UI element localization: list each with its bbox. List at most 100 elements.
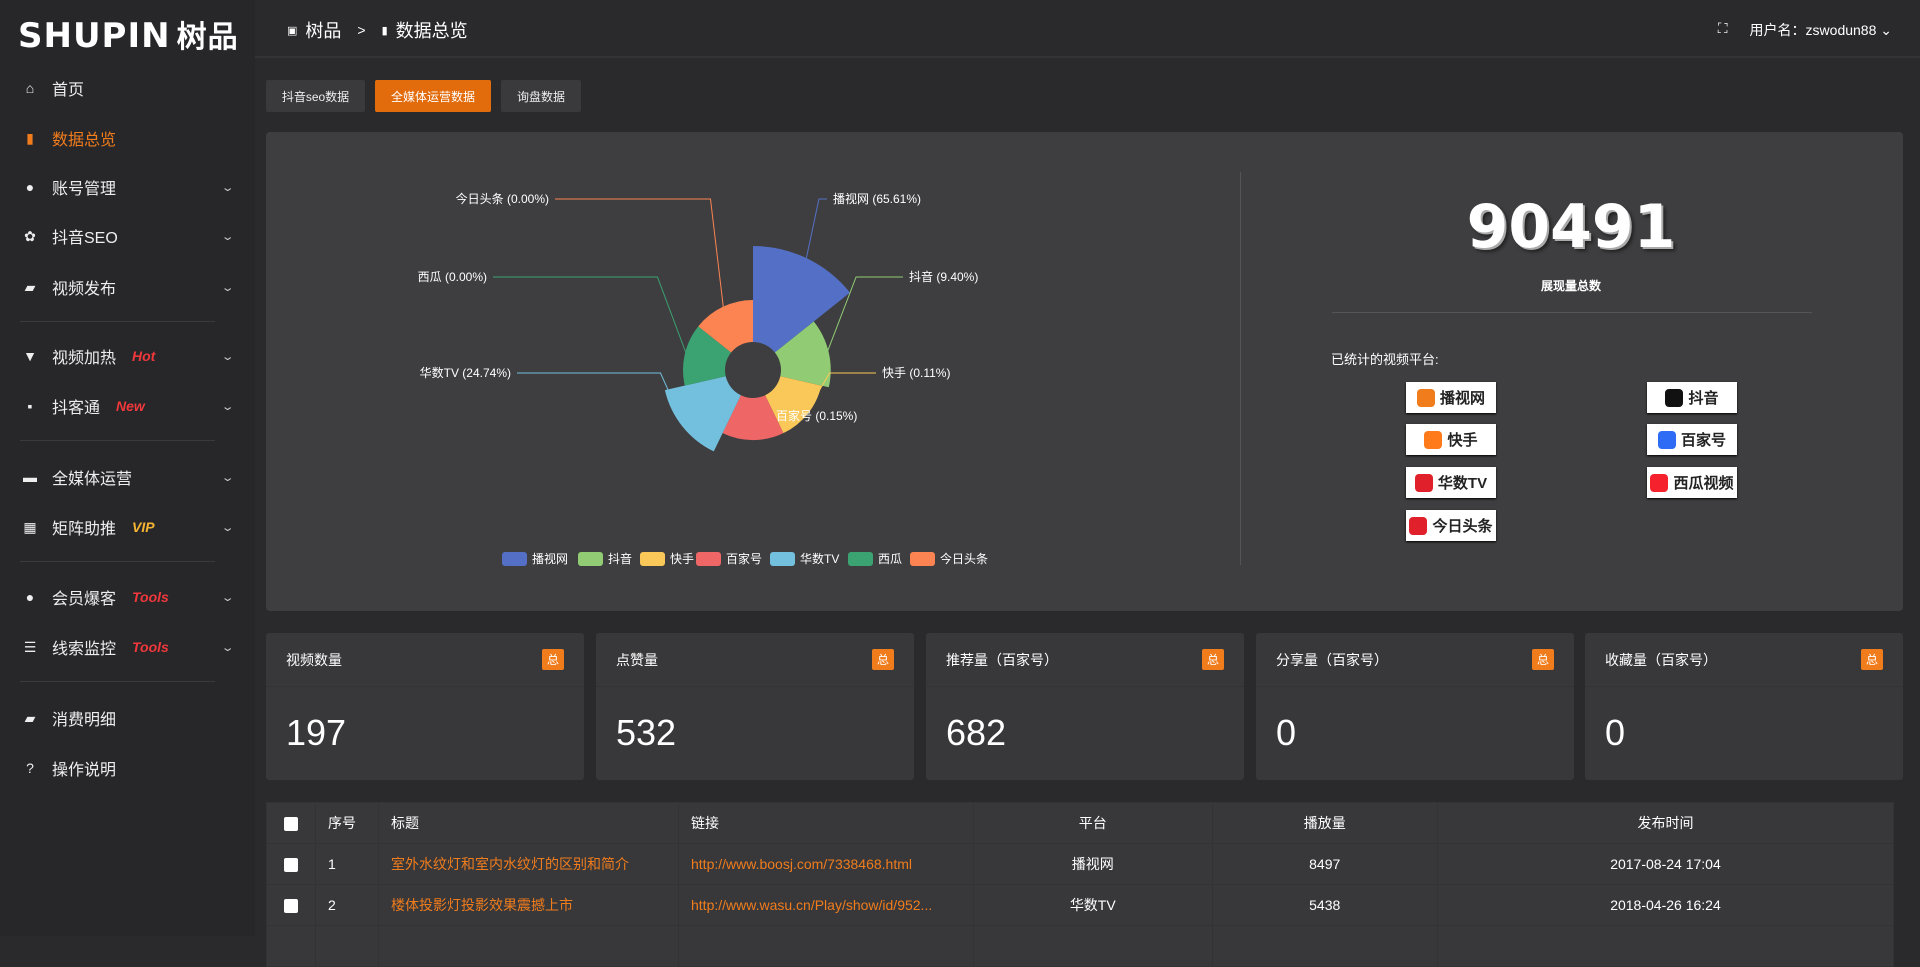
logo-cn: 树品 [176,20,239,55]
sidebar-item-8[interactable]: ▦ 矩阵助推 VIP ⌄ [22,512,235,542]
chevron-down-icon[interactable]: ⌄ [220,350,235,363]
platform-logo-icon [1657,430,1676,449]
sidebar-divider [20,321,215,322]
legend-swatch[interactable] [640,552,665,566]
sidebar-item-label: 首页 [52,82,85,99]
platform-logo-icon [1424,430,1443,449]
legend-swatch[interactable] [910,552,935,566]
legend-label[interactable]: 百家号 [726,551,762,566]
row-date: 2017-08-24 17:04 [1436,843,1895,885]
desktop-icon: ▬ [23,469,37,485]
platforms-title: 已统计的视频平台: [1331,352,1439,367]
sidebar-item-0[interactable]: ⌂ 首页 [22,73,232,103]
sidebar-item-9[interactable]: ● 会员爆客 Tools ⌄ [22,582,235,612]
legend-label[interactable]: 西瓜 [878,552,902,566]
chart-icon: ▣ [287,24,298,37]
row-link[interactable]: http://www.wasu.cn/Play/show/id/952... [678,884,974,926]
breadcrumb-current: 数据总览 [395,21,468,41]
chevron-down-icon[interactable]: ⌄ [220,281,235,294]
pie-label: 抖音 (9.40%) [909,269,978,284]
legend-swatch[interactable] [770,552,795,566]
sidebar-badge: Tools [132,589,169,605]
chevron-down-icon: ⌄ [1880,22,1892,38]
row-checkbox[interactable] [284,858,298,873]
stat-value: 682 [946,712,1007,753]
legend-swatch[interactable] [578,552,603,566]
legend-label[interactable]: 快手 [670,552,694,566]
tab-inquiry[interactable]: 询盘数据 [501,80,581,112]
pie-slice[interactable] [753,246,850,353]
sidebar-item-3[interactable]: ✿ 抖音SEO ⌄ [22,221,235,251]
platform-logo: 抖音 [1647,382,1737,413]
logo-text: SHUPIN [18,16,171,56]
platform-logo-text: 快手 [1447,432,1478,449]
platform-logo-icon [1650,473,1669,492]
sidebar-item-1[interactable]: ▮ 数据总览 [22,123,232,153]
select-all-checkbox[interactable] [284,817,298,832]
pie-slice[interactable] [774,321,831,388]
logo[interactable]: SHUPIN 树品 [18,12,239,56]
sliders-icon: ☰ [23,638,37,655]
stat-card: 视频数量 总 197 [266,633,584,780]
table-row[interactable]: 1 室外水纹灯和室内水纹灯的区别和简介 http://www.boosj.com… [266,843,1895,885]
breadcrumb: ▣ 树品 > ▮ 数据总览 [287,17,468,43]
table-row[interactable]: 2 楼体投影灯投影效果震撼上市 http://www.wasu.cn/Play/… [266,884,1895,926]
legend-swatch[interactable] [848,552,873,566]
sidebar-divider [20,561,215,562]
row-platform: 华数TV [973,884,1213,926]
row-title[interactable]: 室外水纹灯和室内水纹灯的区别和简介 [378,843,679,885]
pie-slice[interactable] [664,376,741,452]
sidebar-item-12[interactable]: ? 操作说明 [22,753,232,783]
table-header: 序号 标题 链接 平台 播放量 发布时间 [266,802,1895,844]
chevron-down-icon[interactable]: ⌄ [220,181,235,194]
platform-logo: 西瓜视频 [1647,467,1737,498]
wallet-icon: ▰ [24,709,36,726]
pie-label: 快手 (0.11%) [882,366,950,380]
sidebar-item-5[interactable]: ▼ 视频加热 Hot ⌄ [22,341,235,371]
col-date: 发布时间 [1436,802,1895,844]
platform-logo: 今日头条 [1406,510,1496,541]
sidebar-item-11[interactable]: ▰ 消费明细 [22,703,232,733]
legend-label[interactable]: 播视网 [532,551,568,566]
col-title: 标题 [378,802,679,844]
legend-swatch[interactable] [696,552,721,566]
legend-swatch[interactable] [502,552,527,566]
row-link[interactable]: http://www.boosj.com/7338468.html [678,843,974,885]
user-menu[interactable]: 用户名：zswodun88 ⌄ [1750,20,1892,40]
legend-label[interactable]: 今日头条 [940,551,988,566]
pie-slice[interactable] [765,376,822,434]
chevron-down-icon[interactable]: ⌄ [220,400,235,413]
sidebar-item-7[interactable]: ▬ 全媒体运营 ⌄ [22,462,235,492]
sidebar-item-label: 操作说明 [52,762,117,779]
tab-douyin-seo[interactable]: 抖音seo数据 [266,80,365,112]
chevron-down-icon[interactable]: ⌄ [220,471,235,484]
fullscreen-icon[interactable]: ⛶ [1717,20,1728,36]
chevron-down-icon[interactable]: ⌄ [220,521,235,534]
sidebar-item-10[interactable]: ☰ 线索监控 Tools ⌄ [22,632,235,662]
row-title[interactable]: 楼体投影灯投影效果震撼上市 [378,884,679,926]
sidebar-item-4[interactable]: ▰ 视频发布 ⌄ [22,272,235,302]
stat-card: 推荐量（百家号） 总 682 [926,633,1244,780]
breadcrumb-home[interactable]: 树品 [305,21,342,41]
pie-slice[interactable] [683,326,732,386]
sidebar-badge: New [116,398,145,414]
pie-slice[interactable] [698,300,753,353]
sidebar-item-6[interactable]: ▪ 抖客通 New ⌄ [22,391,235,421]
legend-label[interactable]: 华数TV [800,551,839,566]
chevron-down-icon[interactable]: ⌄ [220,591,235,604]
sidebar-divider [20,440,215,441]
tab-all-media[interactable]: 全媒体运营数据 [375,80,491,112]
chevron-down-icon[interactable]: ⌄ [220,230,235,243]
stat-card: 点赞量 总 532 [596,633,914,780]
monitor-icon: ▼ [23,348,37,364]
stat-title: 分享量（百家号） [1276,651,1388,668]
legend-label[interactable]: 抖音 [608,551,632,566]
sidebar-item-2[interactable]: ● 账号管理 ⌄ [22,172,235,202]
stat-card: 分享量（百家号） 总 0 [1256,633,1574,780]
overview-panel: 播视网 (65.61%) 抖音 (9.40%) 快手 (0.11%) 百家号 (0.1… [266,132,1903,611]
row-platform: 播视网 [973,843,1213,885]
chevron-down-icon[interactable]: ⌄ [220,641,235,654]
sidebar-item-label: 账号管理 [52,181,117,198]
row-checkbox[interactable] [284,899,298,914]
sidebar-item-label: 全媒体运营 [52,471,133,488]
